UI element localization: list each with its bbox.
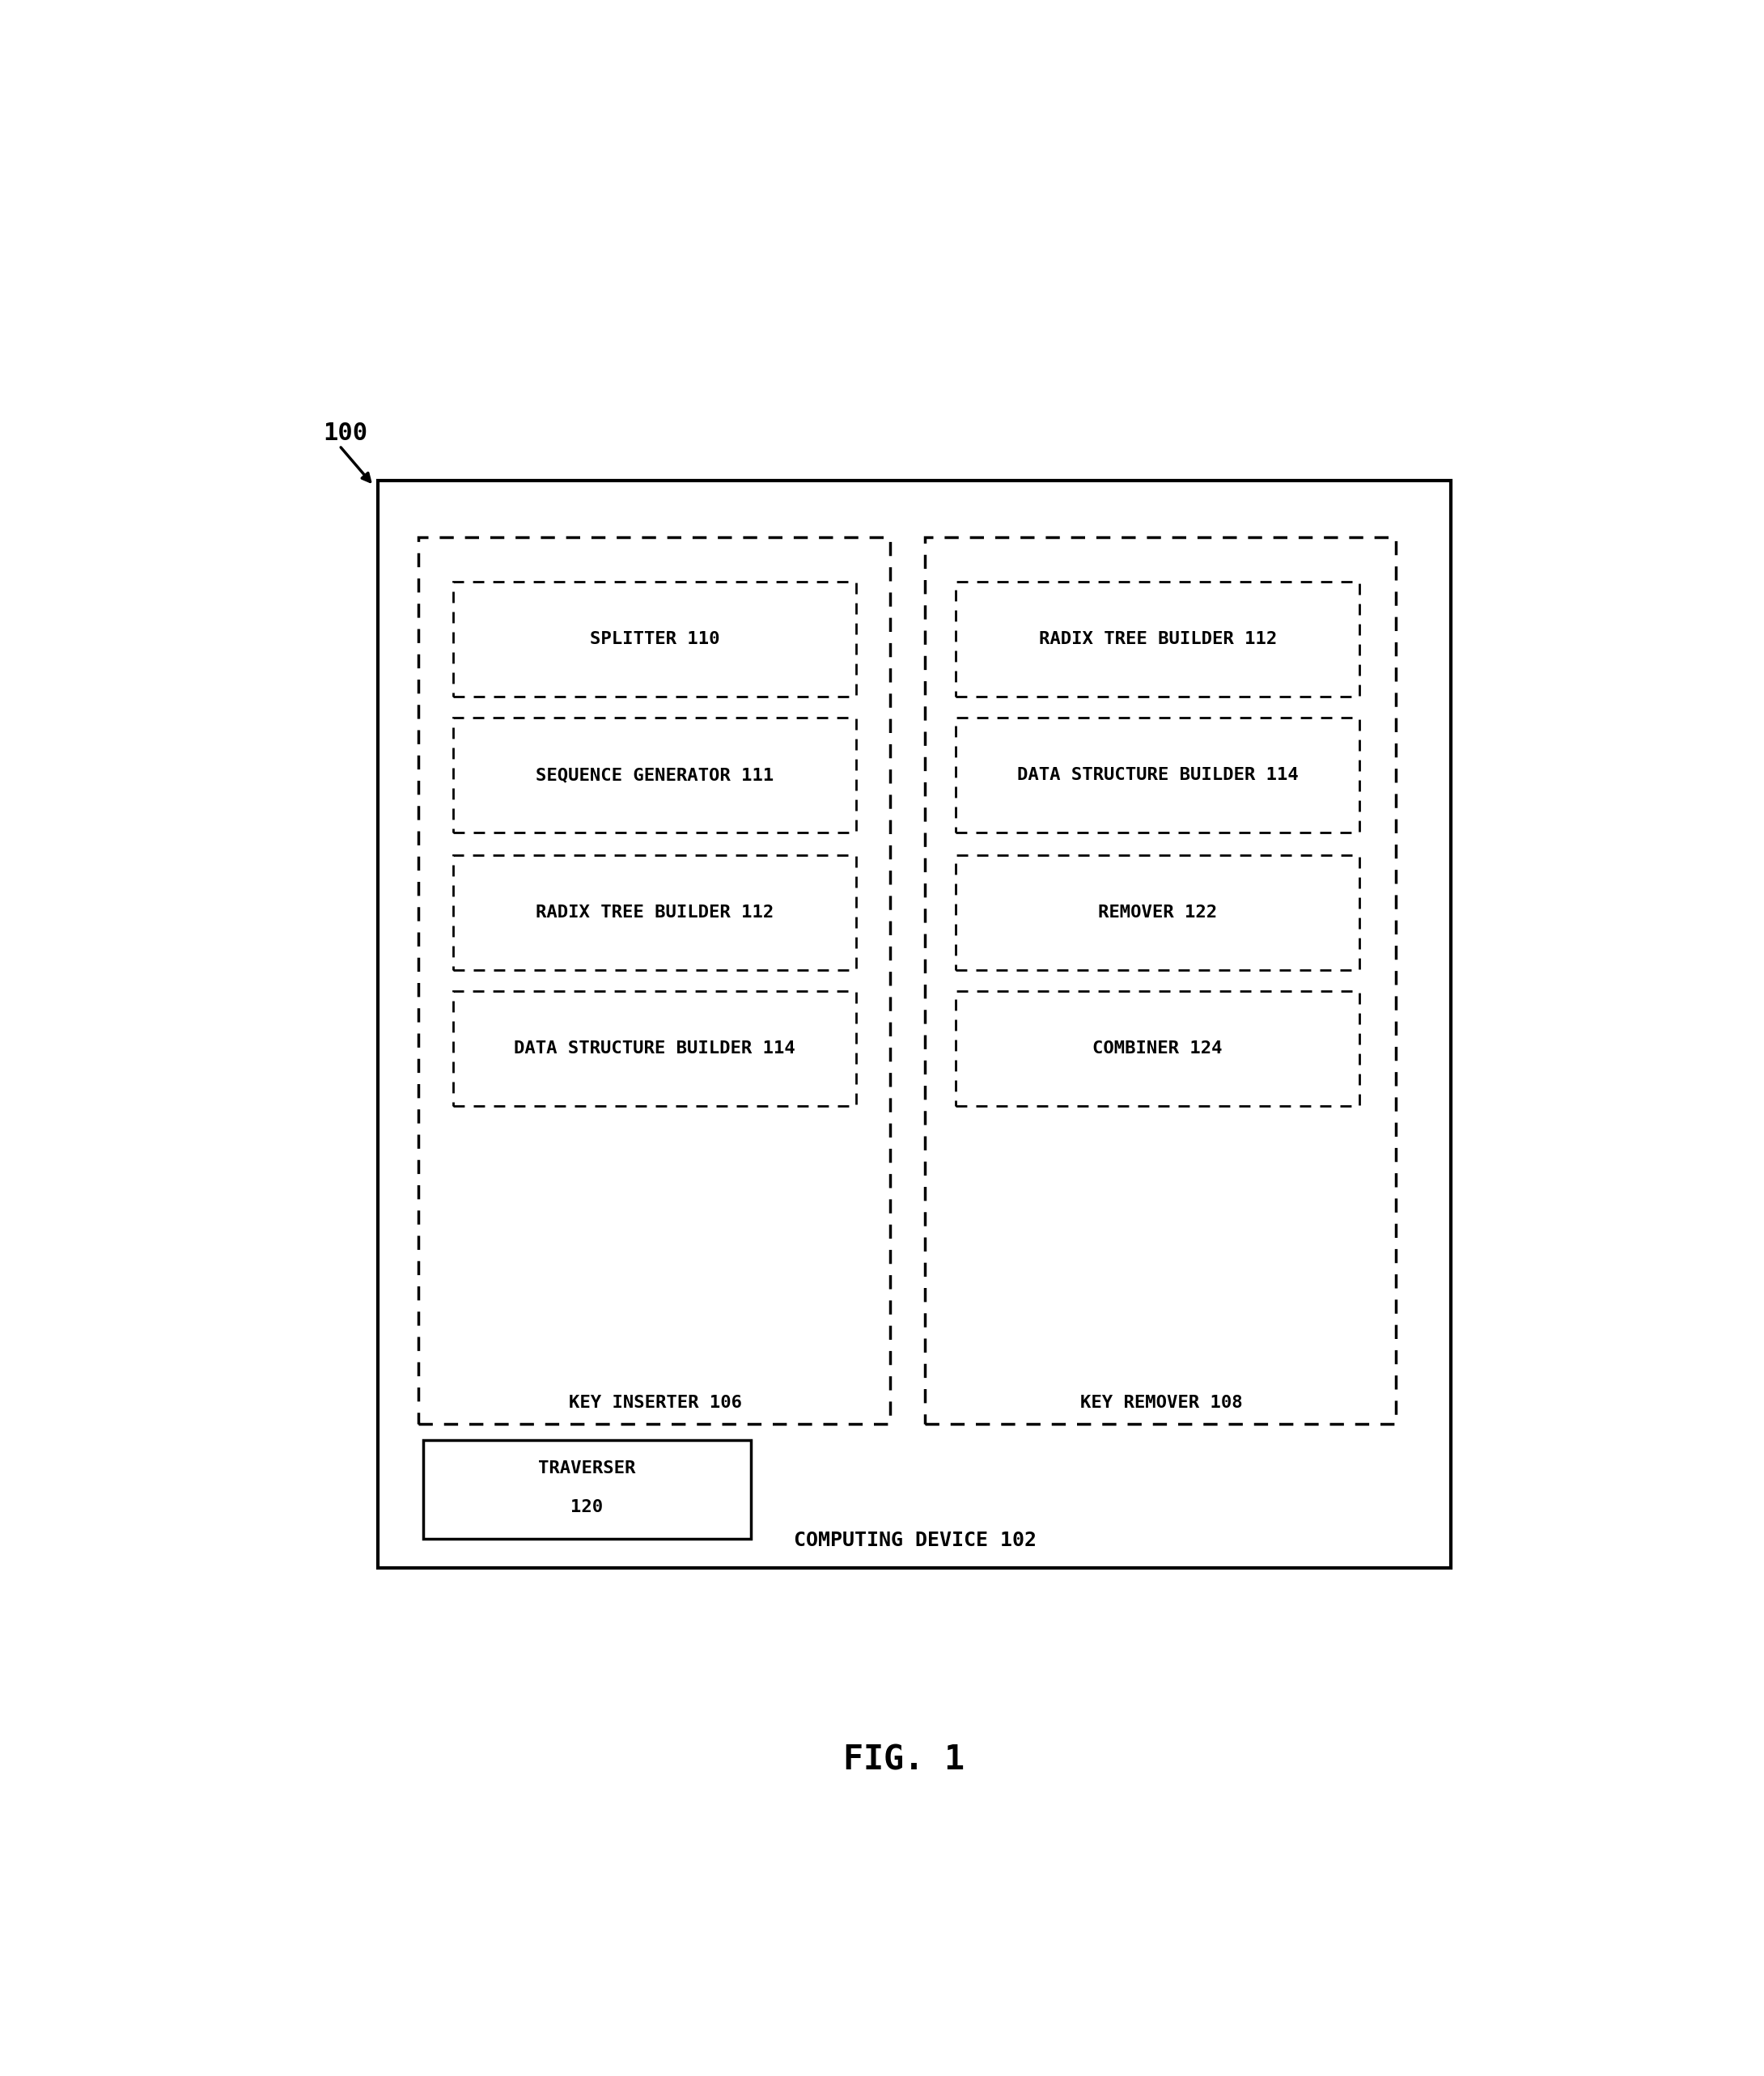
- Bar: [956, 990, 1360, 1107]
- Text: RADIX TREE BUILDER 112: RADIX TREE BUILDER 112: [536, 905, 774, 920]
- Text: KEY INSERTER 106: KEY INSERTER 106: [568, 1395, 743, 1412]
- Text: SPLITTER 110: SPLITTER 110: [589, 631, 720, 648]
- Bar: [453, 990, 856, 1107]
- Bar: [956, 855, 1360, 969]
- Bar: [377, 482, 1452, 1567]
- Text: DATA STRUCTURE BUILDER 114: DATA STRUCTURE BUILDER 114: [1018, 766, 1298, 783]
- Bar: [423, 1441, 751, 1538]
- Text: FIG. 1: FIG. 1: [843, 1742, 965, 1777]
- Bar: [453, 855, 856, 969]
- Bar: [956, 718, 1360, 832]
- Text: TRAVERSER: TRAVERSER: [538, 1462, 635, 1476]
- Text: SEQUENCE GENERATOR 111: SEQUENCE GENERATOR 111: [536, 766, 774, 783]
- Text: KEY REMOVER 108: KEY REMOVER 108: [1080, 1395, 1242, 1412]
- Text: RADIX TREE BUILDER 112: RADIX TREE BUILDER 112: [1039, 631, 1277, 648]
- Bar: [418, 538, 891, 1424]
- Bar: [453, 718, 856, 832]
- Bar: [924, 538, 1397, 1424]
- Bar: [453, 581, 856, 698]
- Text: 100: 100: [323, 421, 367, 444]
- Text: 120: 120: [570, 1499, 603, 1515]
- Text: COMBINER 124: COMBINER 124: [1092, 1040, 1222, 1057]
- Text: DATA STRUCTURE BUILDER 114: DATA STRUCTURE BUILDER 114: [513, 1040, 796, 1057]
- Text: COMPUTING DEVICE 102: COMPUTING DEVICE 102: [794, 1530, 1037, 1551]
- Bar: [956, 581, 1360, 698]
- Text: REMOVER 122: REMOVER 122: [1099, 905, 1217, 920]
